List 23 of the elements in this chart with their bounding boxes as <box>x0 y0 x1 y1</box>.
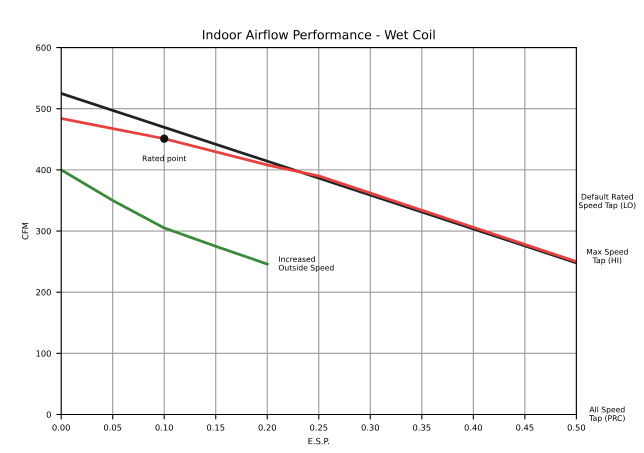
line-series <box>61 168 269 266</box>
x-tick-label: 0.35 <box>413 424 430 431</box>
y-tick-label: 600 <box>36 44 51 51</box>
x-axis-title: E.S.P. <box>308 438 329 444</box>
y-tick-label: 100 <box>36 350 51 357</box>
x-tick-label: 0.00 <box>52 424 70 431</box>
x-tick-label: 0.05 <box>104 424 122 431</box>
chart-title: Indoor Airflow Performance - Wet Coil <box>203 30 435 40</box>
x-tick-label: 0.15 <box>207 424 224 431</box>
y-axis-title: CFM <box>22 222 28 240</box>
y-tick-label: 300 <box>36 228 51 234</box>
y-tick-label: 200 <box>36 289 51 296</box>
x-tick-label: 0.45 <box>516 424 534 431</box>
y-tick-label: 400 <box>36 166 51 174</box>
y-tick-label: 0 <box>46 411 51 418</box>
x-tick-label: 0.50 <box>568 424 586 431</box>
x-tick-label: 0.40 <box>464 424 482 431</box>
x-tick-label: 0.20 <box>258 424 276 431</box>
x-tick-label: 0.25 <box>310 424 328 431</box>
line-series <box>61 117 576 263</box>
x-tick-label: 0.10 <box>155 424 173 431</box>
y-tick-label: 500 <box>36 106 51 112</box>
x-tick-label: 0.30 <box>362 424 380 431</box>
